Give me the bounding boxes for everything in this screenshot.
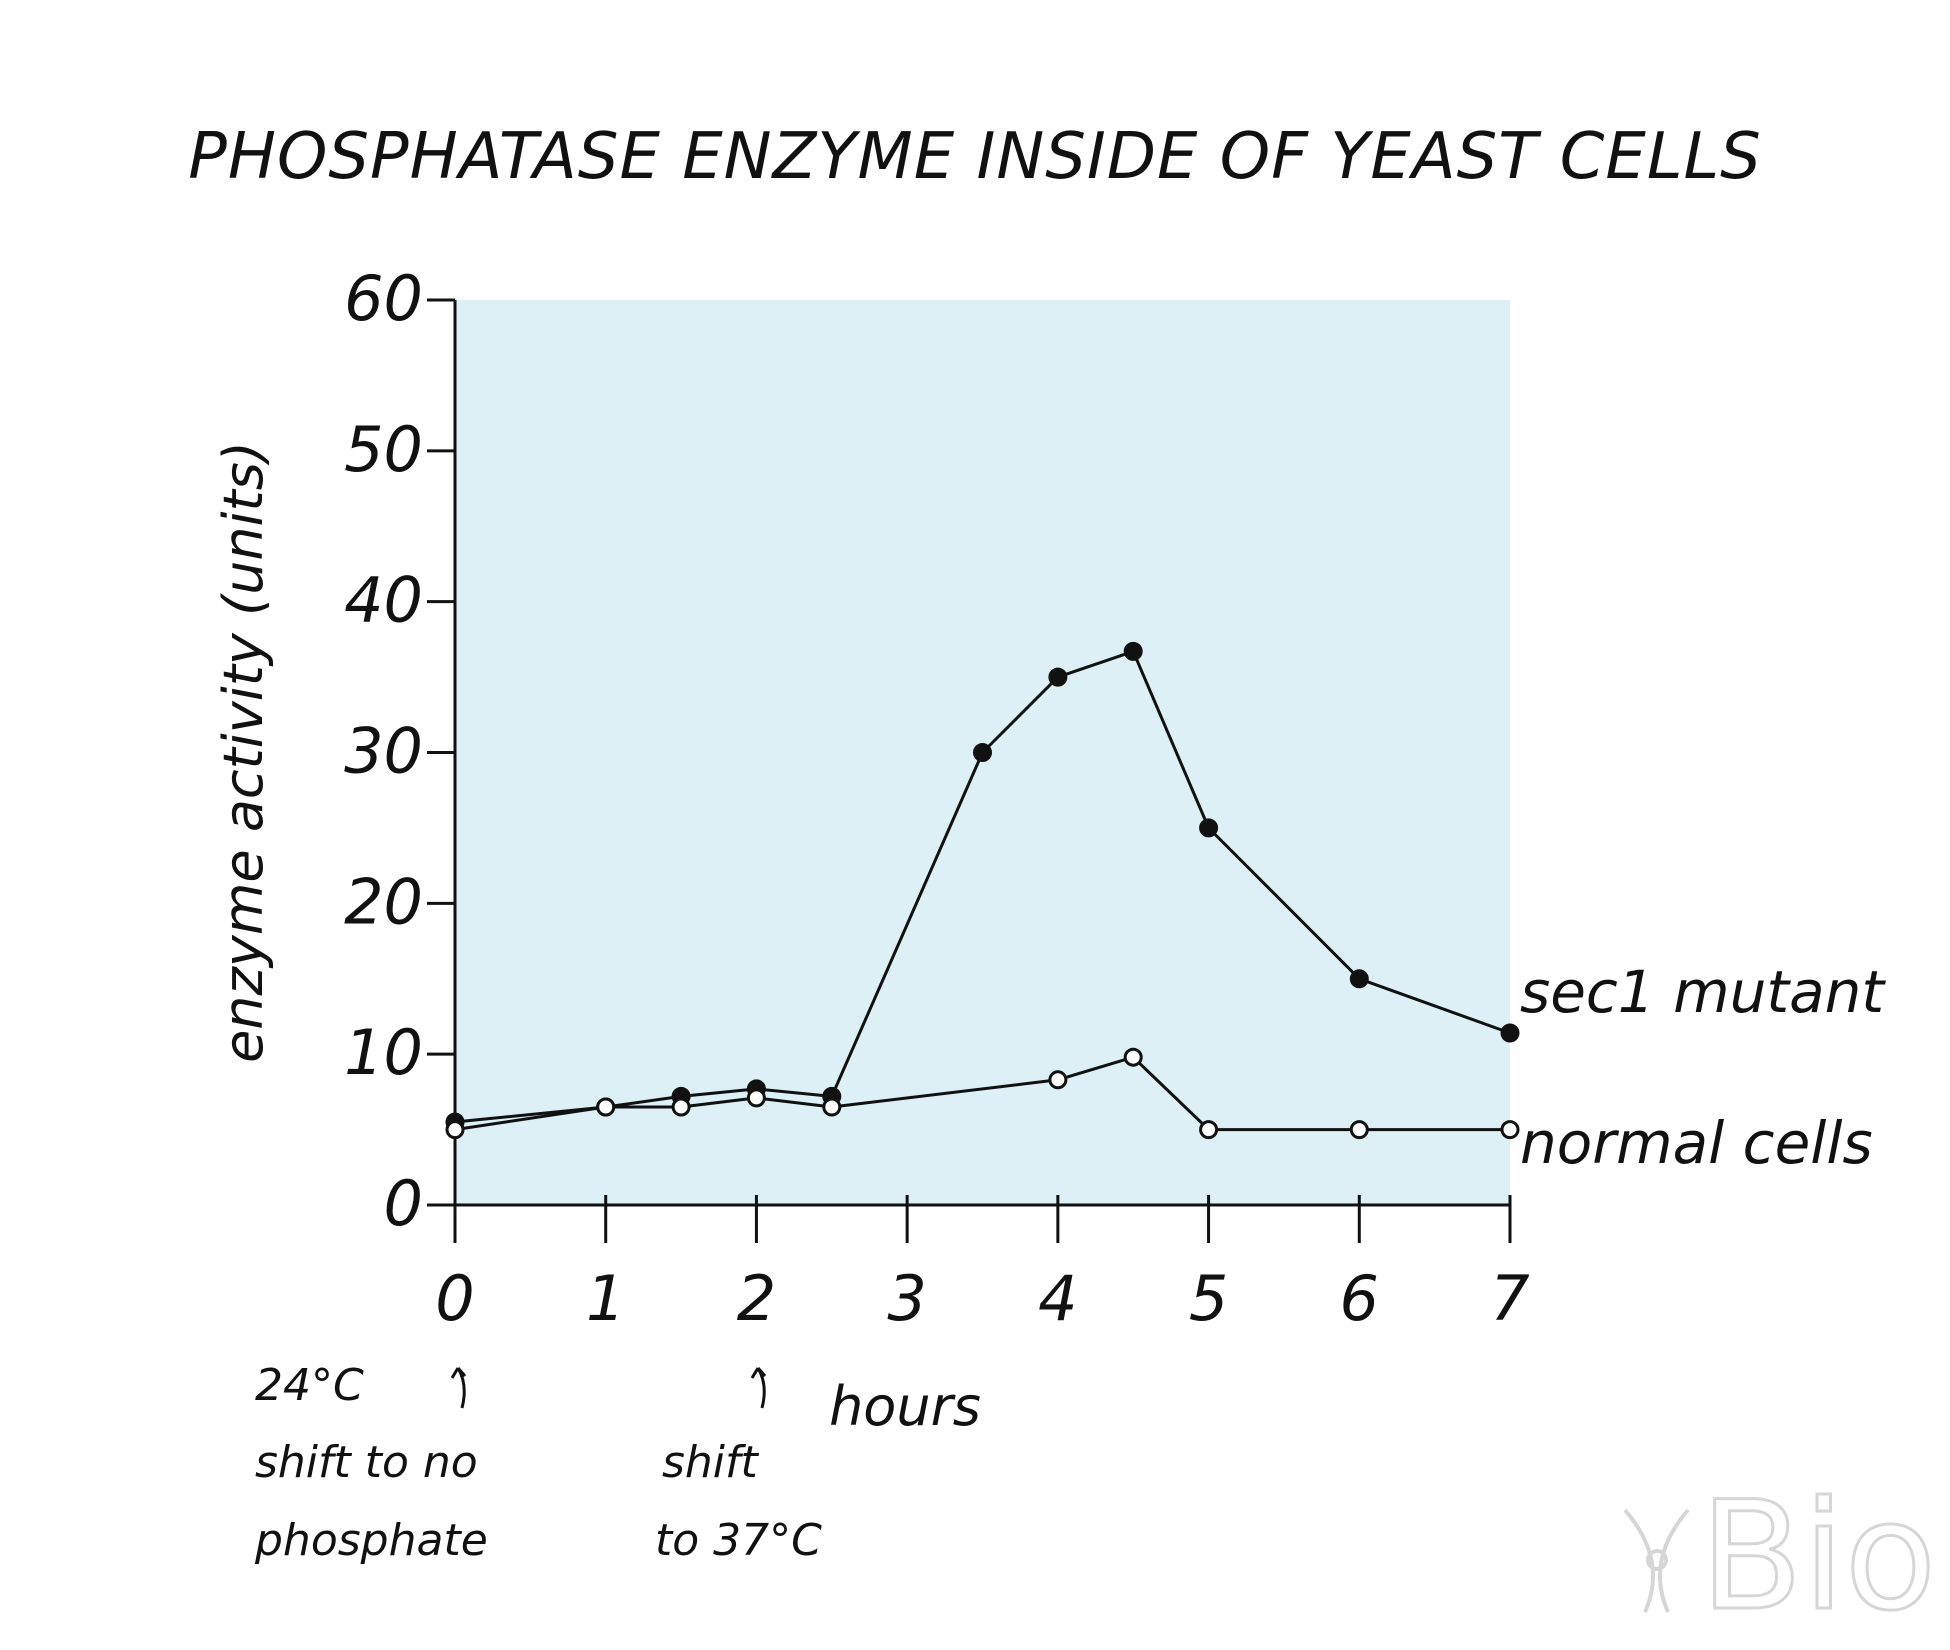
annotation-shift-to-no: shift to no	[255, 1437, 478, 1488]
annotation-24c: 24°C	[255, 1360, 364, 1411]
data-point-normal-cells	[1349, 1120, 1369, 1140]
x-tick-label: 1	[586, 1262, 625, 1335]
x-tick-label: 0	[435, 1262, 474, 1335]
y-tick-label: 20	[344, 865, 423, 938]
x-tick-label: 3	[887, 1262, 926, 1335]
x-tick-label: 5	[1189, 1262, 1228, 1335]
watermark-logo: Bio	[1623, 1469, 1938, 1646]
data-point-sec1-mutant	[1048, 667, 1068, 687]
y-tick-label: 30	[344, 715, 423, 788]
data-point-normal-cells	[596, 1097, 616, 1117]
x-axis-ticks: 0 1 2 3 4 5 6 7	[435, 1195, 1530, 1335]
y-axis-label: enzyme activity (units)	[212, 441, 275, 1063]
y-tick-label: 0	[384, 1167, 423, 1240]
series-label-normal-cells: normal cells	[1520, 1109, 1873, 1177]
series-label-sec1-mutant: sec1 mutant	[1520, 958, 1886, 1026]
x-chromosome-icon	[1623, 1508, 1690, 1613]
chart-title: PHOSPHATASE ENZYME INSIDE OF YEAST CELLS	[188, 120, 1762, 194]
x-tick-label: 7	[1490, 1262, 1529, 1335]
y-tick-label: 60	[344, 262, 423, 335]
data-point-sec1-mutant	[1199, 818, 1219, 838]
series-line-normal-cells	[454, 1055, 1510, 1132]
x-tick-label: 2	[737, 1262, 776, 1335]
data-point-sec1-mutant	[1123, 641, 1143, 661]
data-point-normal-cells	[1199, 1120, 1219, 1140]
data-point-normal-cells	[746, 1088, 766, 1108]
data-point-normal-cells	[1048, 1070, 1068, 1090]
data-point-normal-cells	[1123, 1047, 1143, 1067]
data-point-normal-cells	[445, 1120, 465, 1140]
y-axis-ticks: 0 10 20 30 40 50 60	[344, 262, 455, 1240]
arrow-up-icon	[750, 1367, 767, 1409]
y-tick-label: 50	[344, 413, 423, 486]
x-tick-label: 4	[1038, 1262, 1077, 1335]
svg-text:Bio: Bio	[1700, 1470, 1936, 1644]
annotation-shift: shift	[662, 1437, 760, 1488]
y-tick-label: 40	[344, 564, 423, 637]
y-tick-label: 10	[344, 1016, 423, 1089]
data-point-normal-cells	[1500, 1120, 1520, 1140]
annotation-to-37c: to 37°C	[655, 1515, 822, 1566]
arrow-up-icon	[450, 1367, 467, 1409]
x-tick-label: 6	[1340, 1262, 1379, 1335]
annotation-phosphate: phosphate	[254, 1515, 488, 1566]
data-point-normal-cells	[822, 1097, 842, 1117]
series-points	[445, 641, 1520, 1140]
x-axis-label: hours	[829, 1375, 981, 1438]
data-point-sec1-mutant	[1500, 1023, 1520, 1043]
data-point-sec1-mutant	[1349, 969, 1369, 989]
data-point-sec1-mutant	[973, 743, 992, 762]
axes	[453, 300, 1510, 1243]
data-point-normal-cells	[671, 1097, 691, 1117]
